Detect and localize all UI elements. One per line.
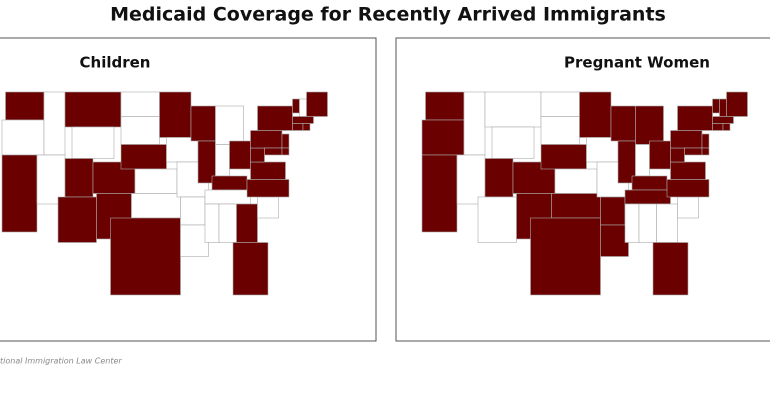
- state-shape: [306, 91, 328, 117]
- state-shape: [530, 217, 601, 296]
- state-shape: [670, 130, 703, 149]
- state-shape: [299, 98, 307, 117]
- state-shape: [71, 126, 115, 159]
- state-shape: [421, 119, 465, 156]
- state-shape: [624, 203, 640, 243]
- state-shape: [670, 161, 706, 180]
- state-shape: [540, 91, 580, 117]
- state-shape: [624, 189, 671, 205]
- state-shape: [232, 242, 269, 296]
- state-shape: [719, 98, 727, 117]
- state-shape: [610, 105, 636, 142]
- state-shape: [712, 123, 724, 131]
- state-shape: [463, 91, 486, 156]
- state-shape: [257, 105, 293, 131]
- state-shape: [677, 105, 713, 131]
- state-shape: [684, 147, 703, 156]
- state-shape: [551, 193, 601, 219]
- state-shape: [43, 91, 66, 156]
- source-note: tional Immigration Law Center: [0, 357, 122, 366]
- state-shape: [638, 203, 657, 243]
- us-map: [421, 91, 748, 296]
- state-shape: [456, 154, 486, 205]
- state-shape: [250, 161, 286, 180]
- state-shape: [246, 179, 290, 198]
- state-shape: [670, 147, 685, 163]
- state-shape: [159, 91, 192, 138]
- state-shape: [635, 144, 650, 177]
- state-shape: [491, 126, 535, 159]
- state-shape: [215, 144, 230, 177]
- state-shape: [64, 158, 94, 198]
- state-shape: [236, 203, 258, 243]
- state-shape: [600, 224, 629, 257]
- us-map: [1, 91, 328, 296]
- state-shape: [292, 98, 300, 114]
- state-shape: [302, 123, 311, 131]
- state-shape: [250, 130, 283, 149]
- state-shape: [579, 91, 612, 138]
- state-shape: [180, 224, 209, 257]
- state-shape: [554, 168, 598, 194]
- state-shape: [421, 154, 458, 233]
- state-shape: [484, 91, 542, 128]
- state-shape: [540, 144, 587, 170]
- state-shape: [540, 116, 580, 145]
- state-shape: [586, 137, 619, 163]
- state-shape: [484, 158, 514, 198]
- state-shape: [250, 147, 265, 163]
- state-shape: [110, 217, 181, 296]
- state-shape: [292, 123, 304, 131]
- panel-title: Pregnant Women: [564, 54, 710, 72]
- state-shape: [131, 193, 181, 219]
- state-shape: [229, 140, 251, 170]
- state-shape: [701, 147, 710, 156]
- state-shape: [5, 91, 45, 121]
- state-shape: [64, 91, 122, 128]
- state-shape: [666, 179, 710, 198]
- state-shape: [677, 196, 699, 219]
- state-shape: [281, 133, 290, 149]
- state-shape: [652, 242, 689, 296]
- state-shape: [635, 105, 664, 145]
- state-shape: [215, 105, 244, 145]
- state-shape: [204, 189, 251, 205]
- page-title: Medicaid Coverage for Recently Arrived I…: [110, 4, 666, 26]
- state-shape: [36, 154, 66, 205]
- state-shape: [120, 91, 160, 117]
- panel-title: Children: [80, 54, 151, 72]
- state-shape: [57, 196, 97, 243]
- state-shape: [656, 203, 678, 243]
- state-shape: [722, 123, 731, 131]
- state-shape: [264, 147, 283, 156]
- state-shape: [120, 144, 167, 170]
- state-shape: [180, 196, 206, 226]
- state-shape: [1, 154, 38, 233]
- state-shape: [204, 203, 220, 243]
- state-shape: [257, 196, 279, 219]
- state-shape: [712, 116, 734, 124]
- state-shape: [218, 203, 237, 243]
- state-shape: [425, 91, 465, 121]
- state-shape: [712, 98, 720, 114]
- state-shape: [120, 116, 160, 145]
- state-shape: [477, 196, 517, 243]
- state-shape: [292, 116, 314, 124]
- state-shape: [281, 147, 290, 156]
- state-shape: [726, 91, 748, 117]
- state-shape: [649, 140, 671, 170]
- state-shape: [600, 196, 626, 226]
- state-shape: [166, 137, 199, 163]
- state-shape: [701, 133, 710, 149]
- state-shape: [211, 175, 248, 191]
- state-shape: [190, 105, 216, 142]
- state-shape: [1, 119, 45, 156]
- state-shape: [631, 175, 668, 191]
- state-shape: [134, 168, 178, 194]
